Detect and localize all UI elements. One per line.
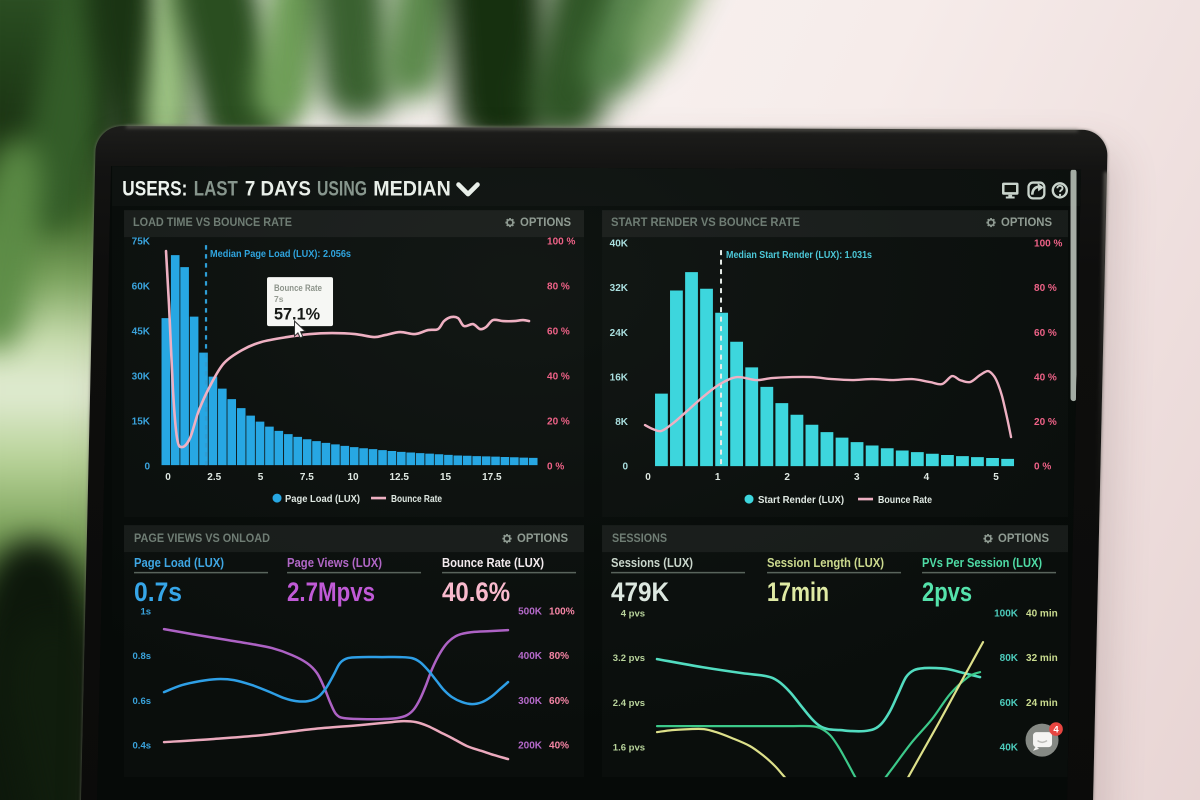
svg-text:PAGE VIEWS VS ONLOAD: PAGE VIEWS VS ONLOAD (134, 533, 270, 545)
svg-text:START RENDER VS BOUNCE RATE: START RENDER VS BOUNCE RATE (611, 217, 800, 229)
svg-text:PVs Per Session (LUX): PVs Per Session (LUX) (922, 555, 1042, 570)
svg-text:80%: 80% (549, 651, 569, 662)
svg-text:OPTIONS: OPTIONS (517, 533, 568, 545)
svg-text:USING: USING (317, 178, 367, 201)
svg-text:Page Load (LUX): Page Load (LUX) (285, 494, 360, 505)
svg-text:60 %: 60 % (1034, 328, 1057, 339)
svg-text:OPTIONS: OPTIONS (1001, 217, 1052, 229)
svg-text:0: 0 (622, 462, 628, 473)
svg-text:2.4 pvs: 2.4 pvs (613, 698, 645, 709)
svg-text:Bounce Rate: Bounce Rate (878, 495, 932, 506)
svg-text:60%: 60% (549, 696, 569, 707)
svg-text:40.6%: 40.6% (442, 577, 510, 607)
svg-text:57.1%: 57.1% (274, 305, 320, 324)
svg-text:OPTIONS: OPTIONS (998, 533, 1049, 545)
svg-text:2pvs: 2pvs (922, 577, 972, 607)
svg-text:40%: 40% (549, 740, 569, 751)
svg-text:Median Page Load (LUX): 2.056s: Median Page Load (LUX): 2.056s (210, 248, 351, 260)
svg-text:17.5: 17.5 (482, 472, 502, 483)
svg-text:1.6 pvs: 1.6 pvs (613, 742, 645, 753)
svg-text:0: 0 (165, 472, 171, 483)
svg-text:15: 15 (440, 472, 452, 483)
svg-text:15K: 15K (132, 417, 151, 428)
svg-text:Median Start Render (LUX): 1.0: Median Start Render (LUX): 1.031s (726, 249, 872, 261)
svg-text:0.8s: 0.8s (133, 651, 151, 662)
svg-text:Start Render (LUX): Start Render (LUX) (758, 495, 844, 506)
svg-text:4 pvs: 4 pvs (621, 609, 645, 620)
svg-text:100%: 100% (549, 607, 575, 618)
svg-text:5: 5 (258, 472, 264, 483)
svg-text:479K: 479K (611, 577, 669, 607)
svg-text:24 min: 24 min (1026, 698, 1058, 709)
svg-text:2.7Mpvs: 2.7Mpvs (287, 577, 375, 607)
svg-text:16K: 16K (610, 372, 629, 383)
svg-text:75K: 75K (132, 237, 151, 248)
svg-text:2: 2 (784, 472, 790, 483)
svg-text:40K: 40K (1000, 742, 1019, 753)
svg-text:7 DAYS: 7 DAYS (245, 178, 311, 201)
svg-text:12.5: 12.5 (389, 472, 409, 483)
svg-text:Bounce Rate: Bounce Rate (391, 494, 442, 505)
svg-text:Bounce Rate (LUX): Bounce Rate (LUX) (442, 555, 544, 570)
svg-text:OPTIONS: OPTIONS (520, 217, 571, 229)
svg-text:0: 0 (144, 462, 150, 473)
svg-text:2.5: 2.5 (207, 472, 221, 483)
svg-text:80 %: 80 % (1034, 283, 1057, 294)
svg-text:40K: 40K (610, 239, 629, 250)
svg-text:60 %: 60 % (547, 327, 570, 338)
svg-text:MEDIAN: MEDIAN (373, 178, 451, 201)
svg-text:24K: 24K (610, 328, 629, 339)
svg-text:0.7s: 0.7s (134, 577, 182, 607)
svg-text:60K: 60K (1000, 698, 1019, 709)
svg-text:0.4s: 0.4s (133, 740, 151, 751)
svg-text:400K: 400K (518, 651, 543, 662)
svg-text:80K: 80K (1000, 653, 1019, 664)
svg-text:SESSIONS: SESSIONS (612, 533, 667, 545)
svg-text:32 min: 32 min (1026, 653, 1058, 664)
svg-text:3: 3 (854, 472, 860, 483)
svg-text:200K: 200K (518, 740, 543, 751)
svg-text:Sessions (LUX): Sessions (LUX) (611, 555, 693, 570)
svg-text:USERS:: USERS: (122, 178, 187, 201)
svg-text:LAST: LAST (194, 178, 238, 201)
svg-text:0: 0 (645, 472, 651, 483)
svg-text:80 %: 80 % (547, 282, 570, 293)
svg-text:1: 1 (715, 472, 721, 483)
svg-text:100K: 100K (994, 609, 1019, 620)
svg-text:40 min: 40 min (1026, 609, 1058, 620)
svg-text:8K: 8K (615, 417, 629, 428)
svg-text:7.5: 7.5 (300, 472, 314, 483)
svg-text:20 %: 20 % (1034, 417, 1057, 428)
svg-text:4: 4 (924, 472, 930, 483)
svg-text:500K: 500K (518, 607, 543, 618)
svg-text:4: 4 (1053, 725, 1059, 736)
svg-text:0 %: 0 % (1034, 462, 1051, 473)
svg-text:40 %: 40 % (547, 372, 570, 383)
svg-text:Session Length (LUX): Session Length (LUX) (767, 555, 884, 570)
svg-text:7s: 7s (274, 294, 284, 304)
svg-text:60K: 60K (132, 282, 151, 293)
svg-text:100 %: 100 % (547, 237, 575, 248)
svg-text:32K: 32K (610, 283, 629, 294)
svg-text:0.6s: 0.6s (133, 696, 151, 707)
svg-text:Bounce Rate: Bounce Rate (274, 283, 322, 294)
svg-text:5: 5 (993, 472, 999, 483)
svg-text:10: 10 (347, 472, 359, 483)
svg-text:Page Views (LUX): Page Views (LUX) (287, 555, 382, 570)
svg-text:LOAD TIME VS BOUNCE RATE: LOAD TIME VS BOUNCE RATE (133, 217, 292, 229)
svg-text:0 %: 0 % (547, 462, 564, 473)
svg-text:17min: 17min (767, 577, 829, 607)
svg-text:40 %: 40 % (1034, 372, 1057, 383)
svg-text:20 %: 20 % (547, 417, 570, 428)
svg-text:300K: 300K (518, 696, 543, 707)
svg-text:3.2 pvs: 3.2 pvs (613, 653, 645, 664)
svg-text:30K: 30K (132, 372, 151, 383)
svg-text:45K: 45K (132, 327, 151, 338)
svg-text:Page Load (LUX): Page Load (LUX) (134, 555, 224, 570)
svg-text:100 %: 100 % (1034, 239, 1062, 250)
svg-text:1s: 1s (140, 607, 151, 618)
